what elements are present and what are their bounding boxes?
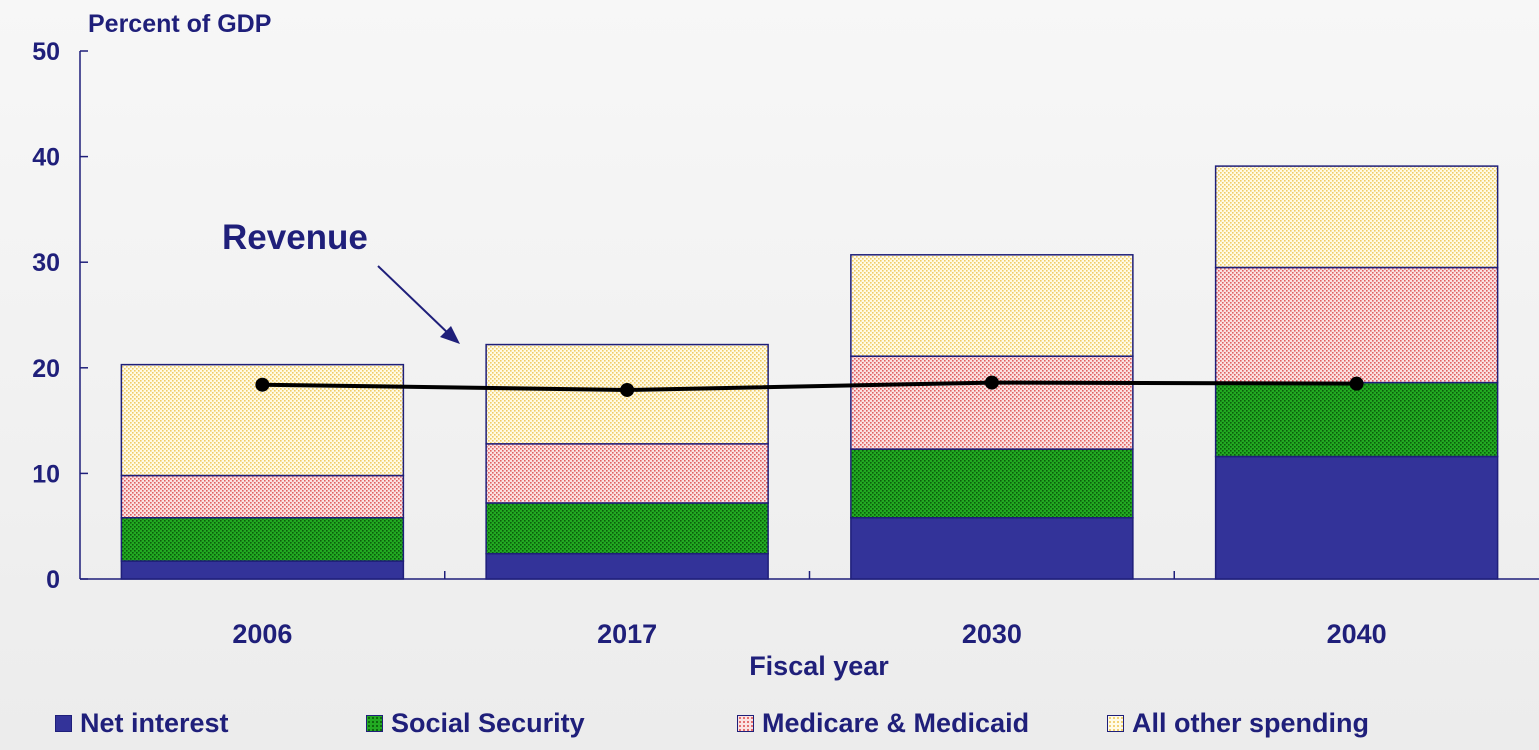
legend-swatch <box>1107 715 1124 732</box>
bars <box>120 165 1499 580</box>
y-tick-label: 30 <box>32 249 60 277</box>
legend-swatch <box>366 715 383 732</box>
x-axis-title: Fiscal year <box>749 651 889 681</box>
bar-2006-segment-2 <box>120 474 405 519</box>
revenue-point-2017 <box>620 382 635 397</box>
revenue-point-2040 <box>1349 376 1364 391</box>
y-tick-label: 0 <box>46 566 60 594</box>
legend-label: Medicare & Medicaid <box>762 708 1030 738</box>
legend-item-0: Net interest <box>55 708 229 739</box>
bar-2040-segment-1 <box>1214 381 1499 458</box>
legend-item-2: Medicare & Medicaid <box>737 708 1029 739</box>
legend-label: Net interest <box>80 708 229 738</box>
revenue-point-2030 <box>984 375 999 390</box>
y-axis-title: Percent of GDP <box>88 10 271 38</box>
legend-label: All other spending <box>1132 708 1370 738</box>
legend-swatch <box>737 715 754 732</box>
x-tick-label: 2006 <box>232 619 292 649</box>
bar-2040-segment-0 <box>1214 455 1499 580</box>
bar-2017-segment-1 <box>485 502 769 555</box>
bar-2040-segment-2 <box>1214 266 1499 384</box>
legend: Net interest Social Security Medicare & Me… <box>0 700 1539 750</box>
bar-2006-segment-1 <box>120 517 405 562</box>
bar-2006-segment-0 <box>120 560 405 580</box>
y-tick-label: 50 <box>32 38 60 66</box>
x-tick-label: 2017 <box>597 619 657 649</box>
revenue-annotation: Revenue <box>222 218 368 257</box>
revenue-arrow-head <box>440 326 460 344</box>
revenue-arrow-line <box>377 265 452 337</box>
x-tick-label: 2030 <box>962 619 1022 649</box>
bar-2030-segment-1 <box>850 448 1134 519</box>
x-tick-label: 2040 <box>1327 619 1387 649</box>
revenue-point-2006 <box>255 377 270 392</box>
y-tick-label: 40 <box>32 144 60 172</box>
revenue-line <box>255 375 1364 397</box>
revenue-polyline <box>262 380 1357 392</box>
bar-2030-segment-2 <box>850 355 1134 450</box>
bar-2017-segment-2 <box>485 443 769 504</box>
bar-2030-segment-0 <box>850 517 1134 580</box>
legend-swatch <box>55 715 72 732</box>
y-tick-label: 20 <box>32 355 60 383</box>
bar-2040-segment-3 <box>1214 165 1499 269</box>
bar-2030-segment-3 <box>850 254 1134 357</box>
legend-item-1: Social Security <box>366 708 585 739</box>
legend-label: Social Security <box>391 708 585 738</box>
legend-item-3: All other spending <box>1107 708 1369 739</box>
y-tick-label: 10 <box>32 460 60 488</box>
bar-2017-segment-0 <box>485 552 769 580</box>
